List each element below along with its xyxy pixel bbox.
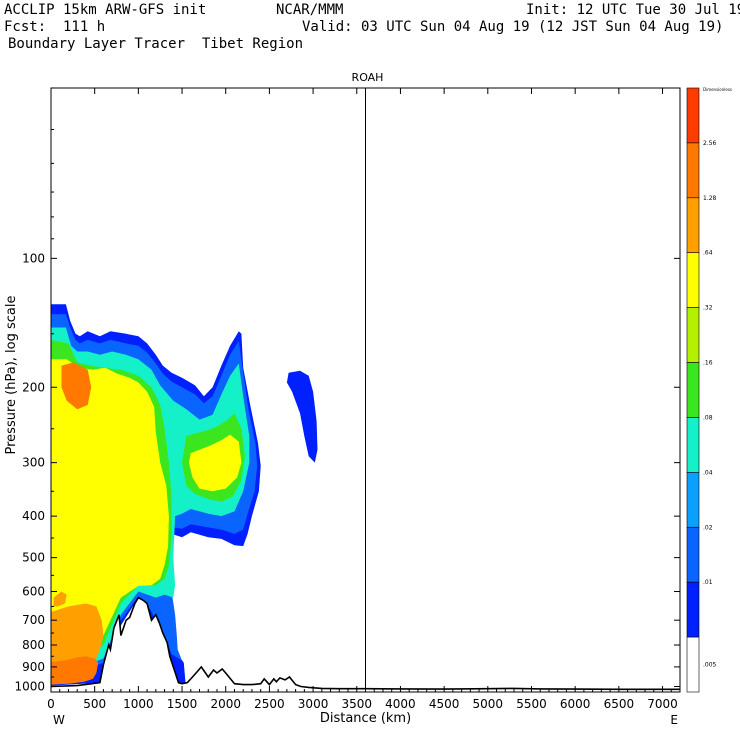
colorbar-swatch (686, 87, 700, 144)
header-fcst: Fcst: 111 h (4, 19, 106, 35)
header-org: NCAR/MMM (276, 2, 344, 18)
colorbar-label: .08 (703, 414, 713, 421)
x-tick-label: 1500 (167, 697, 198, 711)
tracer-region-level-9-0 (51, 656, 99, 685)
x-tick-label: 2500 (254, 697, 285, 711)
colorbar-label: 2.56 (703, 140, 717, 147)
header-model-line: ACCLIP 15km ARW-GFS init (4, 2, 207, 18)
x-tick-label: 0 (47, 697, 55, 711)
terrain-line (50, 596, 680, 691)
y-tick-label: 700 (22, 613, 45, 627)
tracer-region-level-7-1 (189, 434, 242, 492)
y-tick-label: 600 (22, 585, 45, 599)
colorbar-label: .04 (703, 469, 713, 476)
x-tick-label: 6500 (604, 697, 635, 711)
x-tick-label: 2000 (210, 697, 241, 711)
colorbar-swatch (686, 526, 700, 583)
labels: ROAH Distance (km) Pressure (hPa), log sca… (4, 71, 678, 727)
y-axis-label: Pressure (hPa), log scale (4, 296, 19, 455)
header-init: Init: 12 UTC Tue 30 Jul 19 (526, 2, 740, 18)
colorbar-swatch (686, 142, 700, 199)
x-tick-label: 5500 (516, 697, 547, 711)
x-tick-label: 5000 (473, 697, 504, 711)
y-tick-label: 900 (22, 660, 45, 674)
header-valid: Valid: 03 UTC Sun 04 Aug 19 (12 JST Sun … (302, 19, 724, 35)
colorbar-swatch (686, 307, 700, 363)
x-tick-label: 4000 (385, 697, 416, 711)
tracer-region-level-7-0 (51, 359, 169, 667)
colorbar-swatch (686, 581, 700, 638)
terrain-fill (51, 597, 680, 692)
x-tick-label: 4500 (429, 697, 460, 711)
colorbar-swatch (686, 472, 700, 528)
y-tick-label: 500 (22, 551, 45, 565)
west-label: W (53, 713, 65, 727)
x-tick-label: 3000 (298, 697, 329, 711)
colorbar-label: .005 (703, 662, 717, 669)
colorbar: Dimensionless 2.56 1.28 .64 .32 .16 .08 .04 .02.… (686, 87, 732, 693)
x-tick-label: 6000 (560, 697, 591, 711)
x-axis-label: Distance (km) (320, 711, 411, 726)
colorbar-swatch (686, 197, 700, 254)
y-tick-label: 400 (22, 509, 45, 523)
x-tick-label: 3500 (341, 697, 372, 711)
x-tick-label: 7000 (647, 697, 678, 711)
colorbar-label: 1.28 (703, 195, 717, 202)
colorbar-label: Dimensionless (703, 87, 732, 92)
y-tick-label: 100 (22, 251, 45, 265)
axes: 0 500 1000 1500 2000 2500 3000 3500 4000 4500 5000… (14, 87, 681, 711)
y-tick-label: 200 (22, 380, 45, 394)
colorbar-swatch (686, 636, 700, 693)
x-tick-label: 500 (83, 697, 106, 711)
east-label: E (670, 713, 678, 727)
chart-title: ROAH (352, 71, 384, 84)
colorbar-swatch (686, 362, 700, 418)
y-tick-label: 1000 (14, 680, 45, 694)
terrain-layer (50, 596, 680, 692)
tracer-region-level-8-1 (53, 591, 67, 607)
colorbar-label: .02 (703, 524, 713, 531)
colorbar-label: .16 (703, 360, 713, 367)
y-tick-label: 800 (22, 638, 45, 652)
colorbar-swatch (686, 252, 700, 308)
y-tick-label: 300 (22, 456, 45, 470)
tracer-region-level-1-1 (286, 370, 318, 463)
colorbar-label: .64 (703, 250, 713, 257)
tracer-regions (51, 304, 318, 686)
tracer-region-level-9-1 (61, 362, 92, 410)
header-product: Boundary Layer Tracer Tibet Region (8, 36, 304, 52)
x-tick-label: 1000 (123, 697, 154, 711)
colorbar-swatch (686, 417, 700, 473)
colorbar-label: .01 (703, 579, 713, 586)
colorbar-label: .32 (703, 305, 713, 312)
